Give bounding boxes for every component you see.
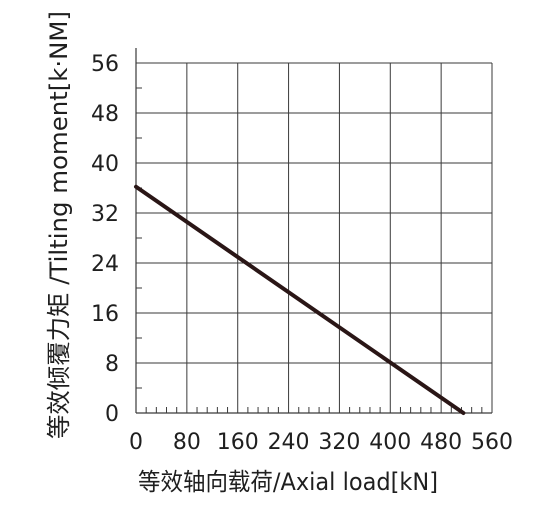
y-tick-label: 0 [105, 402, 119, 427]
y-tick-label: 40 [91, 152, 119, 177]
y-tick-label: 24 [91, 252, 119, 277]
x-tick-label: 240 [268, 430, 310, 455]
axes [135, 48, 492, 414]
y-axis-title: 等效倾覆力矩 /Tilting moment[k·NM] [45, 11, 73, 439]
y-tick-label: 32 [91, 202, 119, 227]
x-tick-label: 560 [471, 430, 513, 455]
x-tick-label: 0 [129, 430, 143, 455]
grid [136, 62, 493, 413]
x-tick-label: 400 [369, 430, 411, 455]
y-tick-label: 8 [105, 352, 119, 377]
y-tick-label: 16 [91, 302, 119, 327]
y-tick-label: 48 [91, 102, 119, 127]
x-axis-title: 等效轴向载荷/Axial load[kN] [138, 468, 438, 496]
minor-ticks [136, 87, 483, 413]
series [134, 184, 466, 415]
x-tick-label: 80 [173, 430, 201, 455]
x-tick-label: 480 [420, 430, 462, 455]
y-tick-label: 56 [91, 52, 119, 77]
x-tick-label: 160 [217, 430, 259, 455]
series-line [134, 184, 466, 415]
x-tick-label: 320 [318, 430, 360, 455]
tick-labels: 0 80 160 240 320 400 480 560 0 8 16 24 32 40 48 56 [91, 52, 513, 455]
